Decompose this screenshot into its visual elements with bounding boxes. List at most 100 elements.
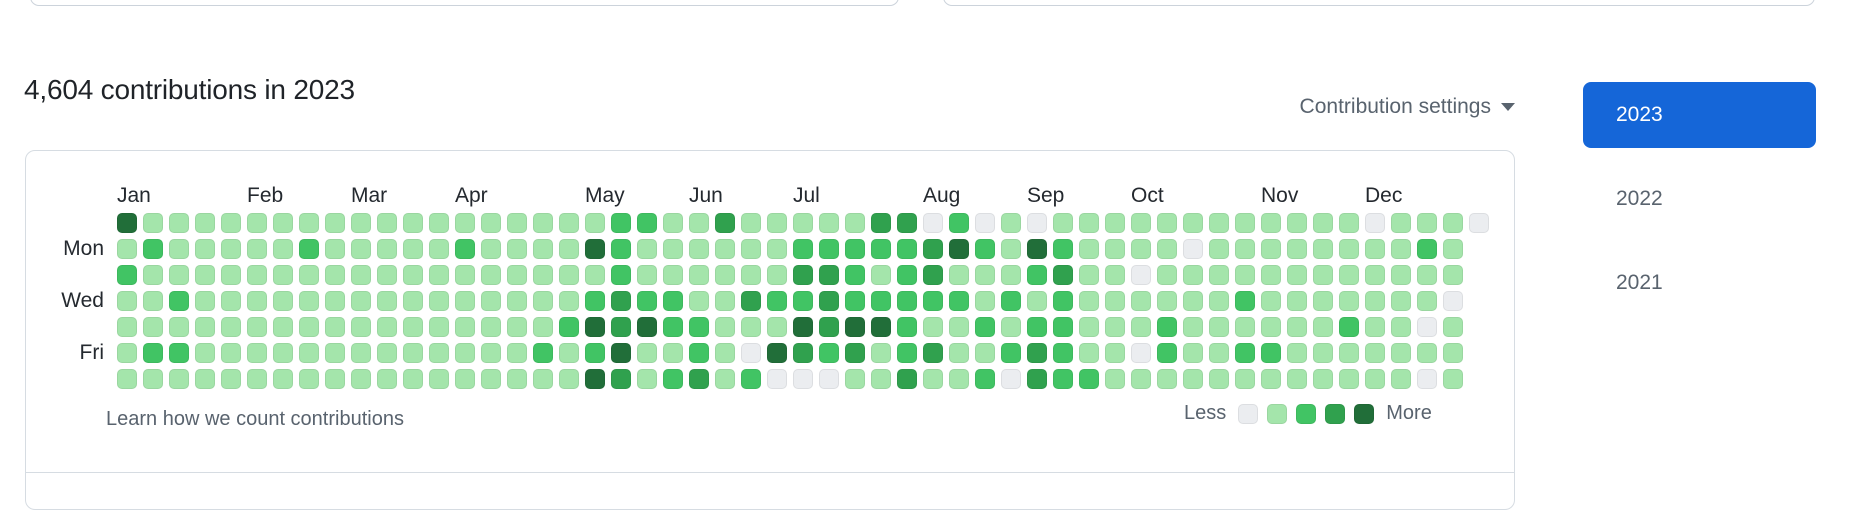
contribution-cell[interactable] — [455, 369, 475, 389]
contribution-cell[interactable] — [871, 239, 891, 259]
contribution-cell[interactable] — [1443, 369, 1463, 389]
contribution-cell[interactable] — [585, 265, 605, 285]
contribution-cell[interactable] — [1053, 265, 1073, 285]
contribution-cell[interactable] — [1235, 213, 1255, 233]
contribution-cell[interactable] — [611, 317, 631, 337]
contribution-cell[interactable] — [481, 239, 501, 259]
contribution-cell[interactable] — [949, 291, 969, 311]
contribution-cell[interactable] — [455, 291, 475, 311]
contribution-cell[interactable] — [715, 317, 735, 337]
contribution-cell[interactable] — [455, 265, 475, 285]
contribution-cell[interactable] — [1209, 291, 1229, 311]
contribution-cell[interactable] — [585, 239, 605, 259]
contribution-cell[interactable] — [195, 213, 215, 233]
contribution-cell[interactable] — [299, 265, 319, 285]
contribution-cell[interactable] — [429, 239, 449, 259]
contribution-cell[interactable] — [377, 317, 397, 337]
contribution-cell[interactable] — [663, 265, 683, 285]
contribution-cell[interactable] — [611, 369, 631, 389]
contribution-cell[interactable] — [1365, 291, 1385, 311]
contribution-cell[interactable] — [819, 213, 839, 233]
contribution-cell[interactable] — [221, 343, 241, 363]
contribution-cell[interactable] — [1287, 265, 1307, 285]
contribution-cell[interactable] — [1027, 317, 1047, 337]
contribution-cell[interactable] — [1157, 369, 1177, 389]
contribution-cell[interactable] — [507, 343, 527, 363]
contribution-cell[interactable] — [221, 369, 241, 389]
contribution-cell[interactable] — [767, 291, 787, 311]
contribution-cell[interactable] — [1053, 317, 1073, 337]
contribution-cell[interactable] — [923, 369, 943, 389]
contribution-cell[interactable] — [689, 343, 709, 363]
contribution-cell[interactable] — [403, 369, 423, 389]
contribution-cell[interactable] — [1183, 291, 1203, 311]
contribution-cell[interactable] — [1105, 265, 1125, 285]
contribution-cell[interactable] — [611, 343, 631, 363]
contribution-cell[interactable] — [117, 291, 137, 311]
contribution-cell[interactable] — [1131, 239, 1151, 259]
contribution-cell[interactable] — [637, 291, 657, 311]
contribution-cell[interactable] — [247, 213, 267, 233]
contribution-cell[interactable] — [559, 239, 579, 259]
year-button-2021[interactable]: 2021 — [1616, 271, 1663, 294]
contribution-cell[interactable] — [221, 317, 241, 337]
contribution-cell[interactable] — [949, 343, 969, 363]
contribution-cell[interactable] — [559, 317, 579, 337]
contribution-cell[interactable] — [897, 239, 917, 259]
contribution-cell[interactable] — [325, 343, 345, 363]
contribution-cell[interactable] — [637, 317, 657, 337]
contribution-settings-button[interactable]: Contribution settings — [1300, 95, 1515, 119]
contribution-cell[interactable] — [1417, 317, 1437, 337]
contribution-cell[interactable] — [1339, 369, 1359, 389]
contribution-cell[interactable] — [1131, 291, 1151, 311]
contribution-cell[interactable] — [1157, 213, 1177, 233]
contribution-cell[interactable] — [377, 291, 397, 311]
contribution-cell[interactable] — [1131, 369, 1151, 389]
contribution-cell[interactable] — [975, 265, 995, 285]
contribution-cell[interactable] — [1001, 265, 1021, 285]
contribution-cell[interactable] — [247, 343, 267, 363]
contribution-cell[interactable] — [117, 265, 137, 285]
contribution-cell[interactable] — [1001, 369, 1021, 389]
contribution-cell[interactable] — [1469, 213, 1489, 233]
contribution-cell[interactable] — [1131, 317, 1151, 337]
contribution-cell[interactable] — [975, 343, 995, 363]
contribution-cell[interactable] — [299, 239, 319, 259]
contribution-cell[interactable] — [1105, 239, 1125, 259]
contribution-cell[interactable] — [793, 213, 813, 233]
contribution-cell[interactable] — [325, 213, 345, 233]
contribution-cell[interactable] — [975, 213, 995, 233]
contribution-cell[interactable] — [143, 369, 163, 389]
contribution-cell[interactable] — [1105, 291, 1125, 311]
contribution-cell[interactable] — [117, 213, 137, 233]
contribution-cell[interactable] — [1287, 239, 1307, 259]
contribution-cell[interactable] — [247, 369, 267, 389]
contribution-cell[interactable] — [377, 369, 397, 389]
contribution-cell[interactable] — [1001, 317, 1021, 337]
contribution-cell[interactable] — [793, 265, 813, 285]
contribution-cell[interactable] — [533, 317, 553, 337]
contribution-cell[interactable] — [1339, 343, 1359, 363]
contribution-cell[interactable] — [637, 265, 657, 285]
contribution-cell[interactable] — [1079, 213, 1099, 233]
contribution-cell[interactable] — [1209, 265, 1229, 285]
contribution-cell[interactable] — [1105, 369, 1125, 389]
contribution-cell[interactable] — [819, 317, 839, 337]
contribution-cell[interactable] — [1443, 213, 1463, 233]
contribution-cell[interactable] — [403, 265, 423, 285]
contribution-cell[interactable] — [1417, 265, 1437, 285]
contribution-cell[interactable] — [1209, 369, 1229, 389]
contribution-cell[interactable] — [429, 291, 449, 311]
contribution-cell[interactable] — [507, 291, 527, 311]
contribution-cell[interactable] — [845, 239, 865, 259]
contribution-cell[interactable] — [871, 317, 891, 337]
contribution-cell[interactable] — [143, 265, 163, 285]
contribution-cell[interactable] — [1183, 239, 1203, 259]
contribution-cell[interactable] — [429, 317, 449, 337]
contribution-cell[interactable] — [1027, 213, 1047, 233]
contribution-cell[interactable] — [299, 369, 319, 389]
contribution-cell[interactable] — [1183, 369, 1203, 389]
contribution-cell[interactable] — [923, 317, 943, 337]
contribution-cell[interactable] — [611, 291, 631, 311]
contribution-cell[interactable] — [1157, 265, 1177, 285]
